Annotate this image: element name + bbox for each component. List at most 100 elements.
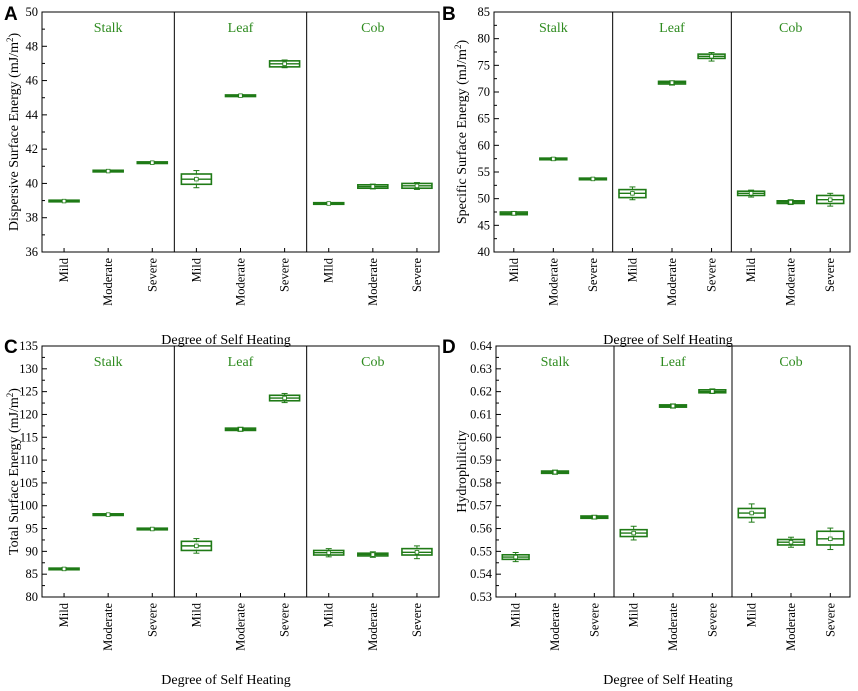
x-axis-title: Degree of Self Heating <box>161 333 290 348</box>
y-tick-label: 42 <box>26 142 39 156</box>
x-category-label: Moderate <box>101 258 115 306</box>
y-tick-label: 120 <box>19 407 38 421</box>
y-tick-label: 50 <box>478 192 491 206</box>
x-category-label: Severe <box>410 603 424 637</box>
x-category-label: Mild <box>507 257 521 282</box>
x-category-label: Mild <box>509 602 523 627</box>
box-mean-marker <box>828 197 833 202</box>
group-label: Leaf <box>228 21 254 36</box>
y-tick-label: 46 <box>26 74 39 88</box>
y-tick-label: 44 <box>26 108 39 122</box>
box-mean-marker <box>590 176 596 182</box>
y-tick-label: 36 <box>26 245 39 259</box>
y-tick-label: 85 <box>478 5 491 19</box>
x-category-label: Severe <box>705 258 719 292</box>
x-category-label: Severe <box>410 258 424 292</box>
group-label: Stalk <box>539 21 568 36</box>
y-tick-label: 0.53 <box>470 590 492 604</box>
x-category-label: Severe <box>278 603 292 637</box>
box-mean-marker <box>414 550 420 555</box>
x-category-label: Severe <box>145 603 159 637</box>
x-category-label: Mild <box>625 257 639 282</box>
y-tick-label: 48 <box>26 39 39 53</box>
x-category-label: Mild <box>57 602 71 627</box>
plot-frame <box>41 11 440 253</box>
panel-letter: B <box>442 4 456 25</box>
y-axis-title: Total Surface Energy (mJ/m2) <box>5 388 22 555</box>
x-axis-title: Degree of Self Heating <box>603 673 732 688</box>
y-tick-label: 0.59 <box>470 453 492 467</box>
panel-letter: C <box>4 337 18 358</box>
box-mean-marker <box>513 554 518 560</box>
y-tick-label: 0.56 <box>470 522 492 536</box>
box-mean-marker <box>326 550 331 555</box>
panel-letter: D <box>442 337 456 358</box>
y-axis-title: Specific Surface Energy (mJ/m2) <box>453 40 470 225</box>
x-category-label: Mild <box>745 602 759 627</box>
box-mean-marker <box>828 536 833 542</box>
y-tick-label: 0.55 <box>470 544 492 558</box>
y-tick-label: 38 <box>26 211 39 225</box>
x-category-label: Severe <box>823 603 837 637</box>
group-label: Leaf <box>228 355 254 370</box>
group-label: Cob <box>779 355 802 370</box>
box-mean-marker <box>238 93 243 98</box>
y-tick-label: 135 <box>19 339 38 353</box>
box-mean-marker <box>414 183 420 189</box>
y-tick-label: 85 <box>26 567 39 581</box>
x-category-label: Moderate <box>546 258 560 306</box>
group-label: Stalk <box>94 355 123 370</box>
x-category-label: Severe <box>823 258 837 292</box>
y-tick-label: 0.63 <box>470 362 492 376</box>
group-label: Leaf <box>659 21 685 36</box>
y-tick-label: 115 <box>20 430 38 444</box>
y-tick-label: 80 <box>478 32 491 46</box>
y-tick-label: 55 <box>478 165 491 179</box>
box-mean-marker <box>105 168 111 174</box>
group-label: Cob <box>779 21 802 36</box>
x-category-label: Moderate <box>366 258 380 306</box>
x-category-label: Moderate <box>666 603 680 651</box>
y-tick-label: 65 <box>478 112 491 126</box>
y-tick-label: 0.64 <box>470 339 493 353</box>
y-tick-label: 40 <box>26 176 39 190</box>
x-category-label: Severe <box>586 258 600 292</box>
box-mean-marker <box>748 191 754 196</box>
y-tick-label: 110 <box>20 453 38 467</box>
box-mean-marker <box>282 61 287 66</box>
y-tick-label: 0.62 <box>470 385 492 399</box>
box-mean-marker <box>710 389 715 394</box>
x-category-label: Severe <box>705 603 719 637</box>
box-mean-marker <box>670 403 676 409</box>
x-category-label: Moderate <box>234 603 248 651</box>
box-mean-marker <box>194 176 199 182</box>
x-category-label: Mild <box>322 602 336 627</box>
y-tick-label: 125 <box>19 385 38 399</box>
plot-frame <box>493 11 851 253</box>
box-mean-marker <box>238 427 243 432</box>
y-tick-label: 75 <box>478 58 491 72</box>
y-tick-label: 90 <box>26 544 39 558</box>
box-mean-marker <box>326 201 331 206</box>
x-category-label: Moderate <box>784 603 798 651</box>
group-label: Stalk <box>94 21 123 36</box>
y-tick-label: 40 <box>478 245 491 259</box>
x-category-label: Severe <box>278 258 292 292</box>
plot-frame <box>41 345 440 598</box>
box-mean-marker <box>511 211 516 216</box>
x-category-label: Mild <box>627 602 641 627</box>
box-mean-marker <box>709 54 714 59</box>
y-tick-label: 0.54 <box>470 567 493 581</box>
x-category-label: Moderate <box>234 258 248 306</box>
y-tick-label: 105 <box>19 476 38 490</box>
box-mean-marker <box>370 552 376 557</box>
x-category-label: Mild <box>57 257 71 282</box>
x-category-label: Moderate <box>366 603 380 651</box>
y-tick-label: 100 <box>19 499 38 513</box>
box-mean-marker <box>61 566 67 572</box>
box-mean-marker <box>150 526 155 532</box>
y-tick-label: 80 <box>26 590 39 604</box>
y-tick-label: 95 <box>26 522 39 536</box>
group-label: Cob <box>361 21 384 36</box>
